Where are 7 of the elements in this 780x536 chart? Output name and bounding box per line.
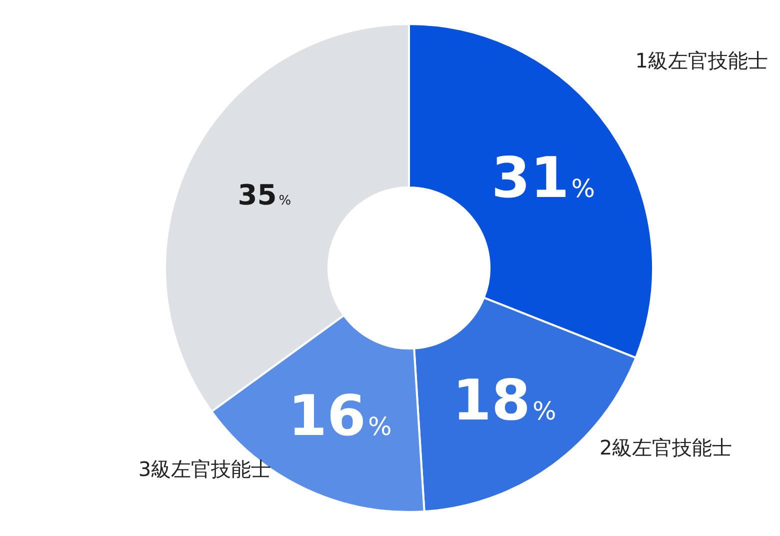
data-label: 35% <box>238 178 292 212</box>
slice-label: 3級左官技能士 <box>138 456 272 481</box>
data-label: 18% <box>452 368 556 434</box>
data-label: 31% <box>491 146 596 211</box>
data-label: 16% <box>288 384 392 449</box>
slice-label: 2級左官技能士 <box>599 435 732 460</box>
slice-label: 1級左官技能士 <box>635 48 768 72</box>
